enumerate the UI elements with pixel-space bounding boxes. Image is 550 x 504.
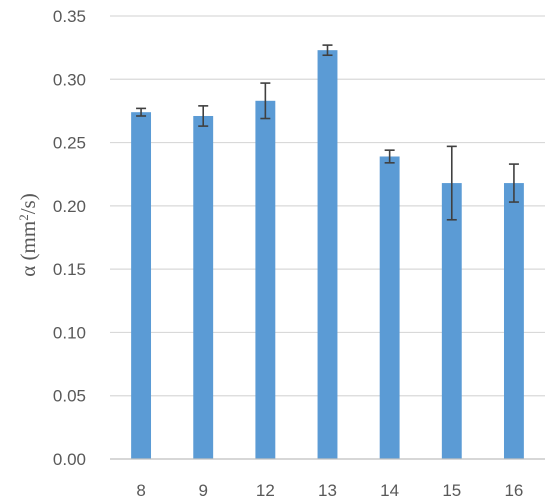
y-axis-label: α (mm2/s) xyxy=(16,193,41,276)
bar xyxy=(193,115,214,460)
error-bar xyxy=(384,149,395,164)
x-tick-label: 9 xyxy=(198,481,207,500)
bar xyxy=(441,183,462,459)
y-tick-label: 0.20 xyxy=(53,197,86,216)
x-tick-label: 16 xyxy=(504,481,523,500)
y-tick-label: 0.15 xyxy=(53,260,86,279)
y-axis-label-unit: /s) xyxy=(16,193,40,214)
y-tick-label: 0.35 xyxy=(53,7,86,26)
error-bar xyxy=(446,145,457,221)
x-tick-label: 15 xyxy=(442,481,461,500)
bar xyxy=(503,183,524,459)
x-tick-label: 13 xyxy=(318,481,337,500)
bars xyxy=(131,50,524,460)
y-tick-label: 0.25 xyxy=(53,134,86,153)
y-tick-label: 0.00 xyxy=(53,450,86,469)
error-bar xyxy=(260,82,271,120)
error-bar xyxy=(198,105,209,127)
x-tick-label: 12 xyxy=(256,481,275,500)
x-tick-label: 8 xyxy=(136,481,145,500)
y-tick-label: 0.10 xyxy=(53,323,86,342)
y-tick-label: 0.30 xyxy=(53,70,86,89)
error-bar xyxy=(322,44,333,57)
bar xyxy=(379,156,400,459)
error-bar xyxy=(508,163,519,203)
bar xyxy=(317,50,338,459)
bar xyxy=(255,100,276,459)
error-bars xyxy=(136,44,519,221)
error-bar xyxy=(136,107,147,117)
tick-labels: 0.00 0.05 0.10 0.15 0.20 0.25 0.30 0.35 8 9 12 13 14… xyxy=(53,7,523,500)
y-axis-label-superscript: 2 xyxy=(16,214,31,221)
bar xyxy=(131,112,152,460)
x-tick-label: 14 xyxy=(380,481,399,500)
y-tick-label: 0.05 xyxy=(53,387,86,406)
y-axis-label-main: α (mm xyxy=(16,221,40,277)
